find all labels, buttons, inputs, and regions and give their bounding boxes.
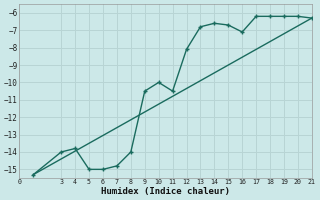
X-axis label: Humidex (Indice chaleur): Humidex (Indice chaleur) (101, 187, 230, 196)
